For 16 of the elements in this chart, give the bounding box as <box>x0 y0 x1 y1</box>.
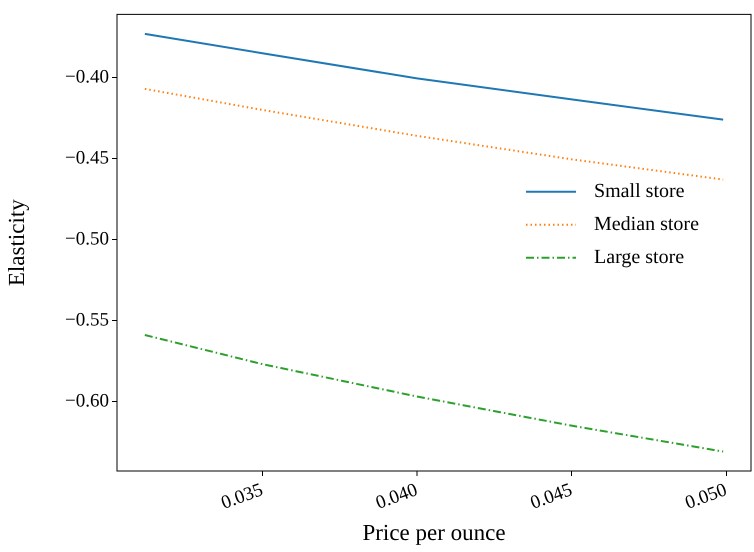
legend-label: Large store <box>594 246 684 268</box>
x-tick-label: 0.040 <box>373 479 420 514</box>
y-axis-title: Elasticity <box>4 198 29 286</box>
x-tick-label: 0.050 <box>682 479 730 514</box>
y-tick-label: −0.60 <box>65 390 109 412</box>
y-tick-label: −0.40 <box>65 66 109 88</box>
y-tick-label: −0.50 <box>65 228 109 250</box>
y-tick-label: −0.45 <box>65 147 109 168</box>
line-series <box>144 334 724 453</box>
x-tick-label: 0.045 <box>528 479 576 514</box>
legend-label: Small store <box>594 180 685 202</box>
legend-label: Median store <box>594 212 700 235</box>
x-axis-title: Price per ounce <box>362 520 506 546</box>
x-tick-label: 0.035 <box>218 479 266 514</box>
y-tick-label: −0.55 <box>65 309 109 330</box>
line-series <box>144 88 724 181</box>
